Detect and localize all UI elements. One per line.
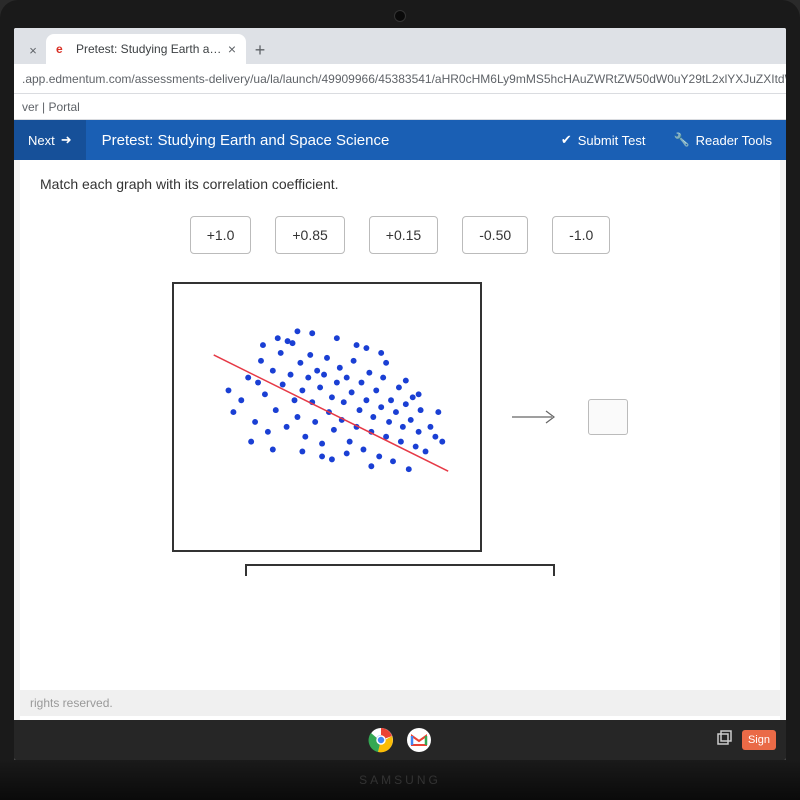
bookmarks-bar: ver | Portal [14,94,786,120]
footer-rights: rights reserved. [20,690,780,716]
submit-test-button[interactable]: ✔ Submit Test [547,120,660,160]
new-tab-button[interactable]: + [246,36,274,64]
choice-option[interactable]: +1.0 [190,216,252,254]
arrow-right-icon: ➜ [61,132,72,148]
wrench-icon: 🔧 [673,132,689,148]
arrow-icon [510,407,560,427]
browser-tab-strip: × e Pretest: Studying Earth and Spa × + [14,28,786,64]
content-area: Match each graph with its correlation co… [14,160,786,760]
reader-tools-button[interactable]: 🔧 Reader Tools [659,120,786,160]
scatter-plot-svg [174,284,480,550]
page-title: Pretest: Studying Earth and Space Scienc… [86,132,547,149]
laptop-brand: SAMSUNG [359,773,441,787]
app-header: Next ➜ Pretest: Studying Earth and Space… [14,120,786,160]
tab-close-prev[interactable]: × [20,36,46,64]
submit-label: Submit Test [578,133,646,148]
reader-label: Reader Tools [696,133,772,148]
close-icon[interactable]: × [228,41,236,57]
edmentum-favicon: e [56,42,70,56]
question-prompt: Match each graph with its correlation co… [40,176,760,192]
choice-row: +1.0 +0.85 +0.15 -0.50 -1.0 [40,216,760,254]
chrome-icon[interactable] [367,726,395,754]
choice-option[interactable]: -0.50 [462,216,528,254]
windows-icon[interactable] [716,729,734,752]
scatter-plot-box-next [245,564,555,576]
trend-line [214,355,448,471]
laptop-camera [394,10,406,22]
answer-drop-target[interactable] [588,399,628,435]
graph-row [40,282,760,552]
check-icon: ✔ [561,132,572,148]
gmail-icon[interactable] [405,726,433,754]
next-button[interactable]: Next ➜ [14,120,86,160]
laptop-base: SAMSUNG [0,760,800,800]
question-card: Match each graph with its correlation co… [20,160,780,760]
bookmark-link[interactable]: ver | Portal [22,100,80,114]
address-bar[interactable]: .app.edmentum.com/assessments-delivery/u… [14,64,786,94]
next-label: Next [28,133,55,148]
tab-title: Pretest: Studying Earth and Spa [76,42,222,56]
sign-in-button[interactable]: Sign [742,730,776,750]
choice-option[interactable]: +0.15 [369,216,438,254]
os-taskbar: Sign [14,720,786,760]
scatter-plot-box [172,282,482,552]
choice-option[interactable]: -1.0 [552,216,610,254]
browser-tab-active[interactable]: e Pretest: Studying Earth and Spa × [46,34,246,64]
url-text: .app.edmentum.com/assessments-delivery/u… [22,72,786,86]
choice-option[interactable]: +0.85 [275,216,344,254]
